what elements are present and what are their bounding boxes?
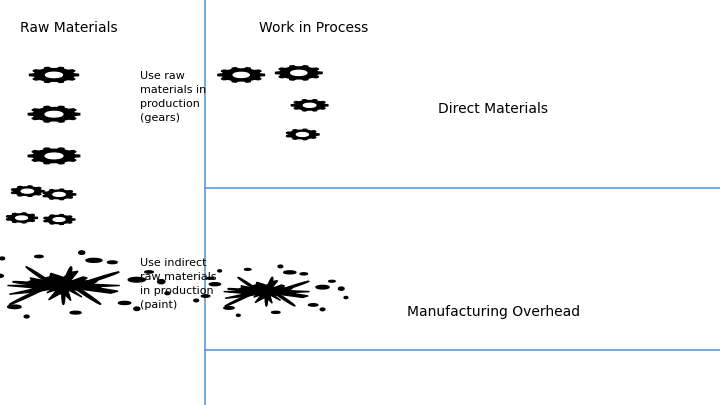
Polygon shape	[30, 67, 78, 83]
Polygon shape	[6, 213, 37, 223]
Circle shape	[0, 257, 4, 260]
Polygon shape	[276, 66, 322, 80]
Polygon shape	[44, 215, 75, 224]
Text: Use raw
materials in
production
(gears): Use raw materials in production (gears)	[140, 71, 207, 123]
Ellipse shape	[64, 267, 72, 288]
Circle shape	[165, 292, 170, 295]
Ellipse shape	[300, 273, 307, 275]
Ellipse shape	[316, 286, 329, 289]
Circle shape	[236, 314, 240, 316]
Circle shape	[338, 287, 344, 290]
Ellipse shape	[21, 189, 34, 193]
Ellipse shape	[267, 277, 273, 294]
Ellipse shape	[128, 277, 145, 282]
Ellipse shape	[238, 277, 262, 294]
Polygon shape	[292, 100, 328, 111]
Ellipse shape	[291, 70, 307, 75]
Ellipse shape	[224, 307, 234, 309]
Ellipse shape	[145, 271, 153, 273]
Ellipse shape	[284, 271, 296, 274]
Ellipse shape	[210, 283, 220, 286]
Ellipse shape	[271, 291, 295, 294]
Ellipse shape	[8, 305, 21, 309]
Ellipse shape	[45, 111, 63, 117]
Ellipse shape	[271, 290, 295, 306]
Circle shape	[78, 251, 85, 254]
Ellipse shape	[303, 103, 316, 107]
Ellipse shape	[107, 261, 117, 264]
Text: Raw Materials: Raw Materials	[19, 21, 117, 35]
Ellipse shape	[53, 192, 66, 196]
Text: Manufacturing Overhead: Manufacturing Overhead	[407, 305, 580, 319]
Ellipse shape	[35, 255, 43, 258]
Ellipse shape	[118, 301, 130, 305]
Polygon shape	[28, 106, 80, 122]
Polygon shape	[12, 186, 44, 196]
Ellipse shape	[45, 153, 63, 159]
Polygon shape	[287, 129, 319, 140]
Ellipse shape	[68, 283, 101, 304]
Polygon shape	[224, 281, 310, 303]
Text: Work in Process: Work in Process	[258, 21, 368, 35]
Polygon shape	[7, 271, 120, 301]
Circle shape	[194, 299, 199, 302]
Ellipse shape	[86, 258, 102, 262]
Ellipse shape	[297, 132, 308, 136]
Ellipse shape	[272, 281, 309, 293]
Ellipse shape	[228, 288, 261, 292]
Circle shape	[278, 265, 283, 268]
Ellipse shape	[244, 269, 251, 270]
Ellipse shape	[233, 72, 249, 77]
Circle shape	[344, 296, 348, 298]
Ellipse shape	[26, 267, 58, 288]
Polygon shape	[218, 68, 264, 82]
Text: Use indirect
raw materials
in production
(paint): Use indirect raw materials in production…	[140, 258, 217, 309]
Circle shape	[24, 315, 29, 318]
Circle shape	[320, 308, 325, 311]
Ellipse shape	[308, 304, 318, 306]
Ellipse shape	[225, 290, 261, 306]
Circle shape	[158, 279, 165, 284]
Ellipse shape	[13, 281, 56, 286]
Ellipse shape	[271, 311, 280, 313]
Polygon shape	[43, 189, 76, 200]
Ellipse shape	[69, 285, 102, 288]
Ellipse shape	[265, 290, 268, 306]
Ellipse shape	[0, 274, 4, 278]
Ellipse shape	[16, 216, 27, 220]
Ellipse shape	[70, 311, 81, 314]
Polygon shape	[28, 148, 80, 164]
Ellipse shape	[207, 277, 214, 279]
Ellipse shape	[53, 217, 65, 222]
Ellipse shape	[202, 295, 210, 297]
Ellipse shape	[328, 280, 336, 282]
Ellipse shape	[62, 283, 65, 305]
Text: Direct Materials: Direct Materials	[438, 102, 548, 116]
Ellipse shape	[45, 72, 63, 78]
Circle shape	[134, 307, 140, 311]
Circle shape	[217, 270, 222, 272]
Ellipse shape	[71, 272, 119, 288]
Ellipse shape	[9, 283, 55, 305]
